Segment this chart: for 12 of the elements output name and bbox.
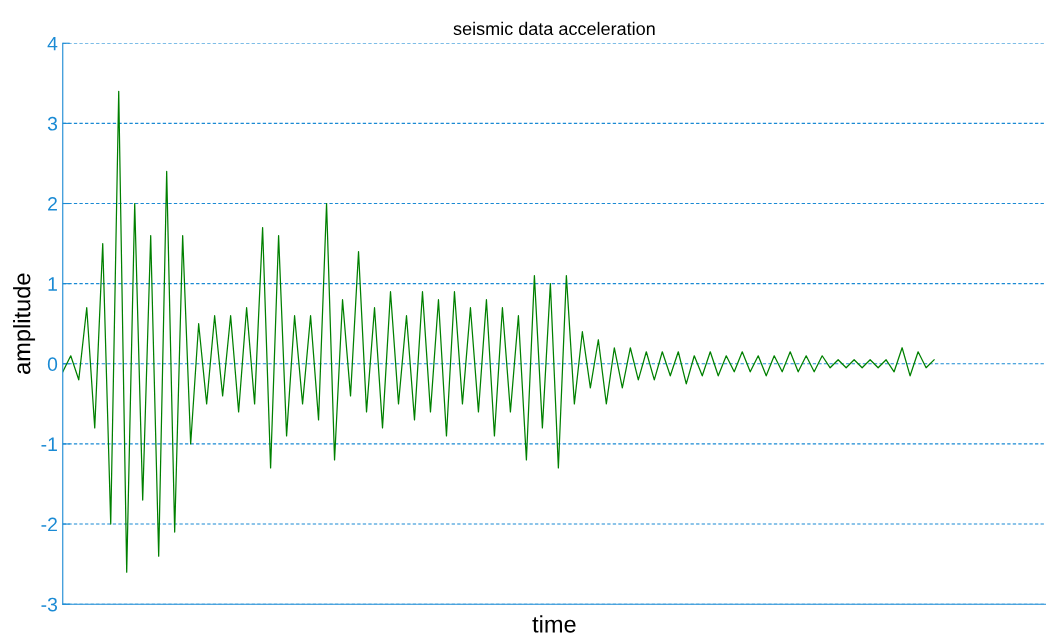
y-tick-label: 0 xyxy=(47,357,58,372)
y-tick-label: -2 xyxy=(41,517,57,532)
y-tick-label: 4 xyxy=(47,36,58,51)
chart-title: seismic data acceleration xyxy=(453,21,655,36)
y-axis-title: amplitude xyxy=(13,273,36,374)
y-tick-label: -1 xyxy=(41,437,57,451)
x-axis-title: time xyxy=(532,615,576,633)
y-tick-label: 1 xyxy=(48,277,57,291)
line-series xyxy=(62,90,935,573)
y-tick-label: 2 xyxy=(48,196,57,211)
y-tick-label: -3 xyxy=(41,597,58,612)
y-tick-label: 3 xyxy=(47,116,58,131)
